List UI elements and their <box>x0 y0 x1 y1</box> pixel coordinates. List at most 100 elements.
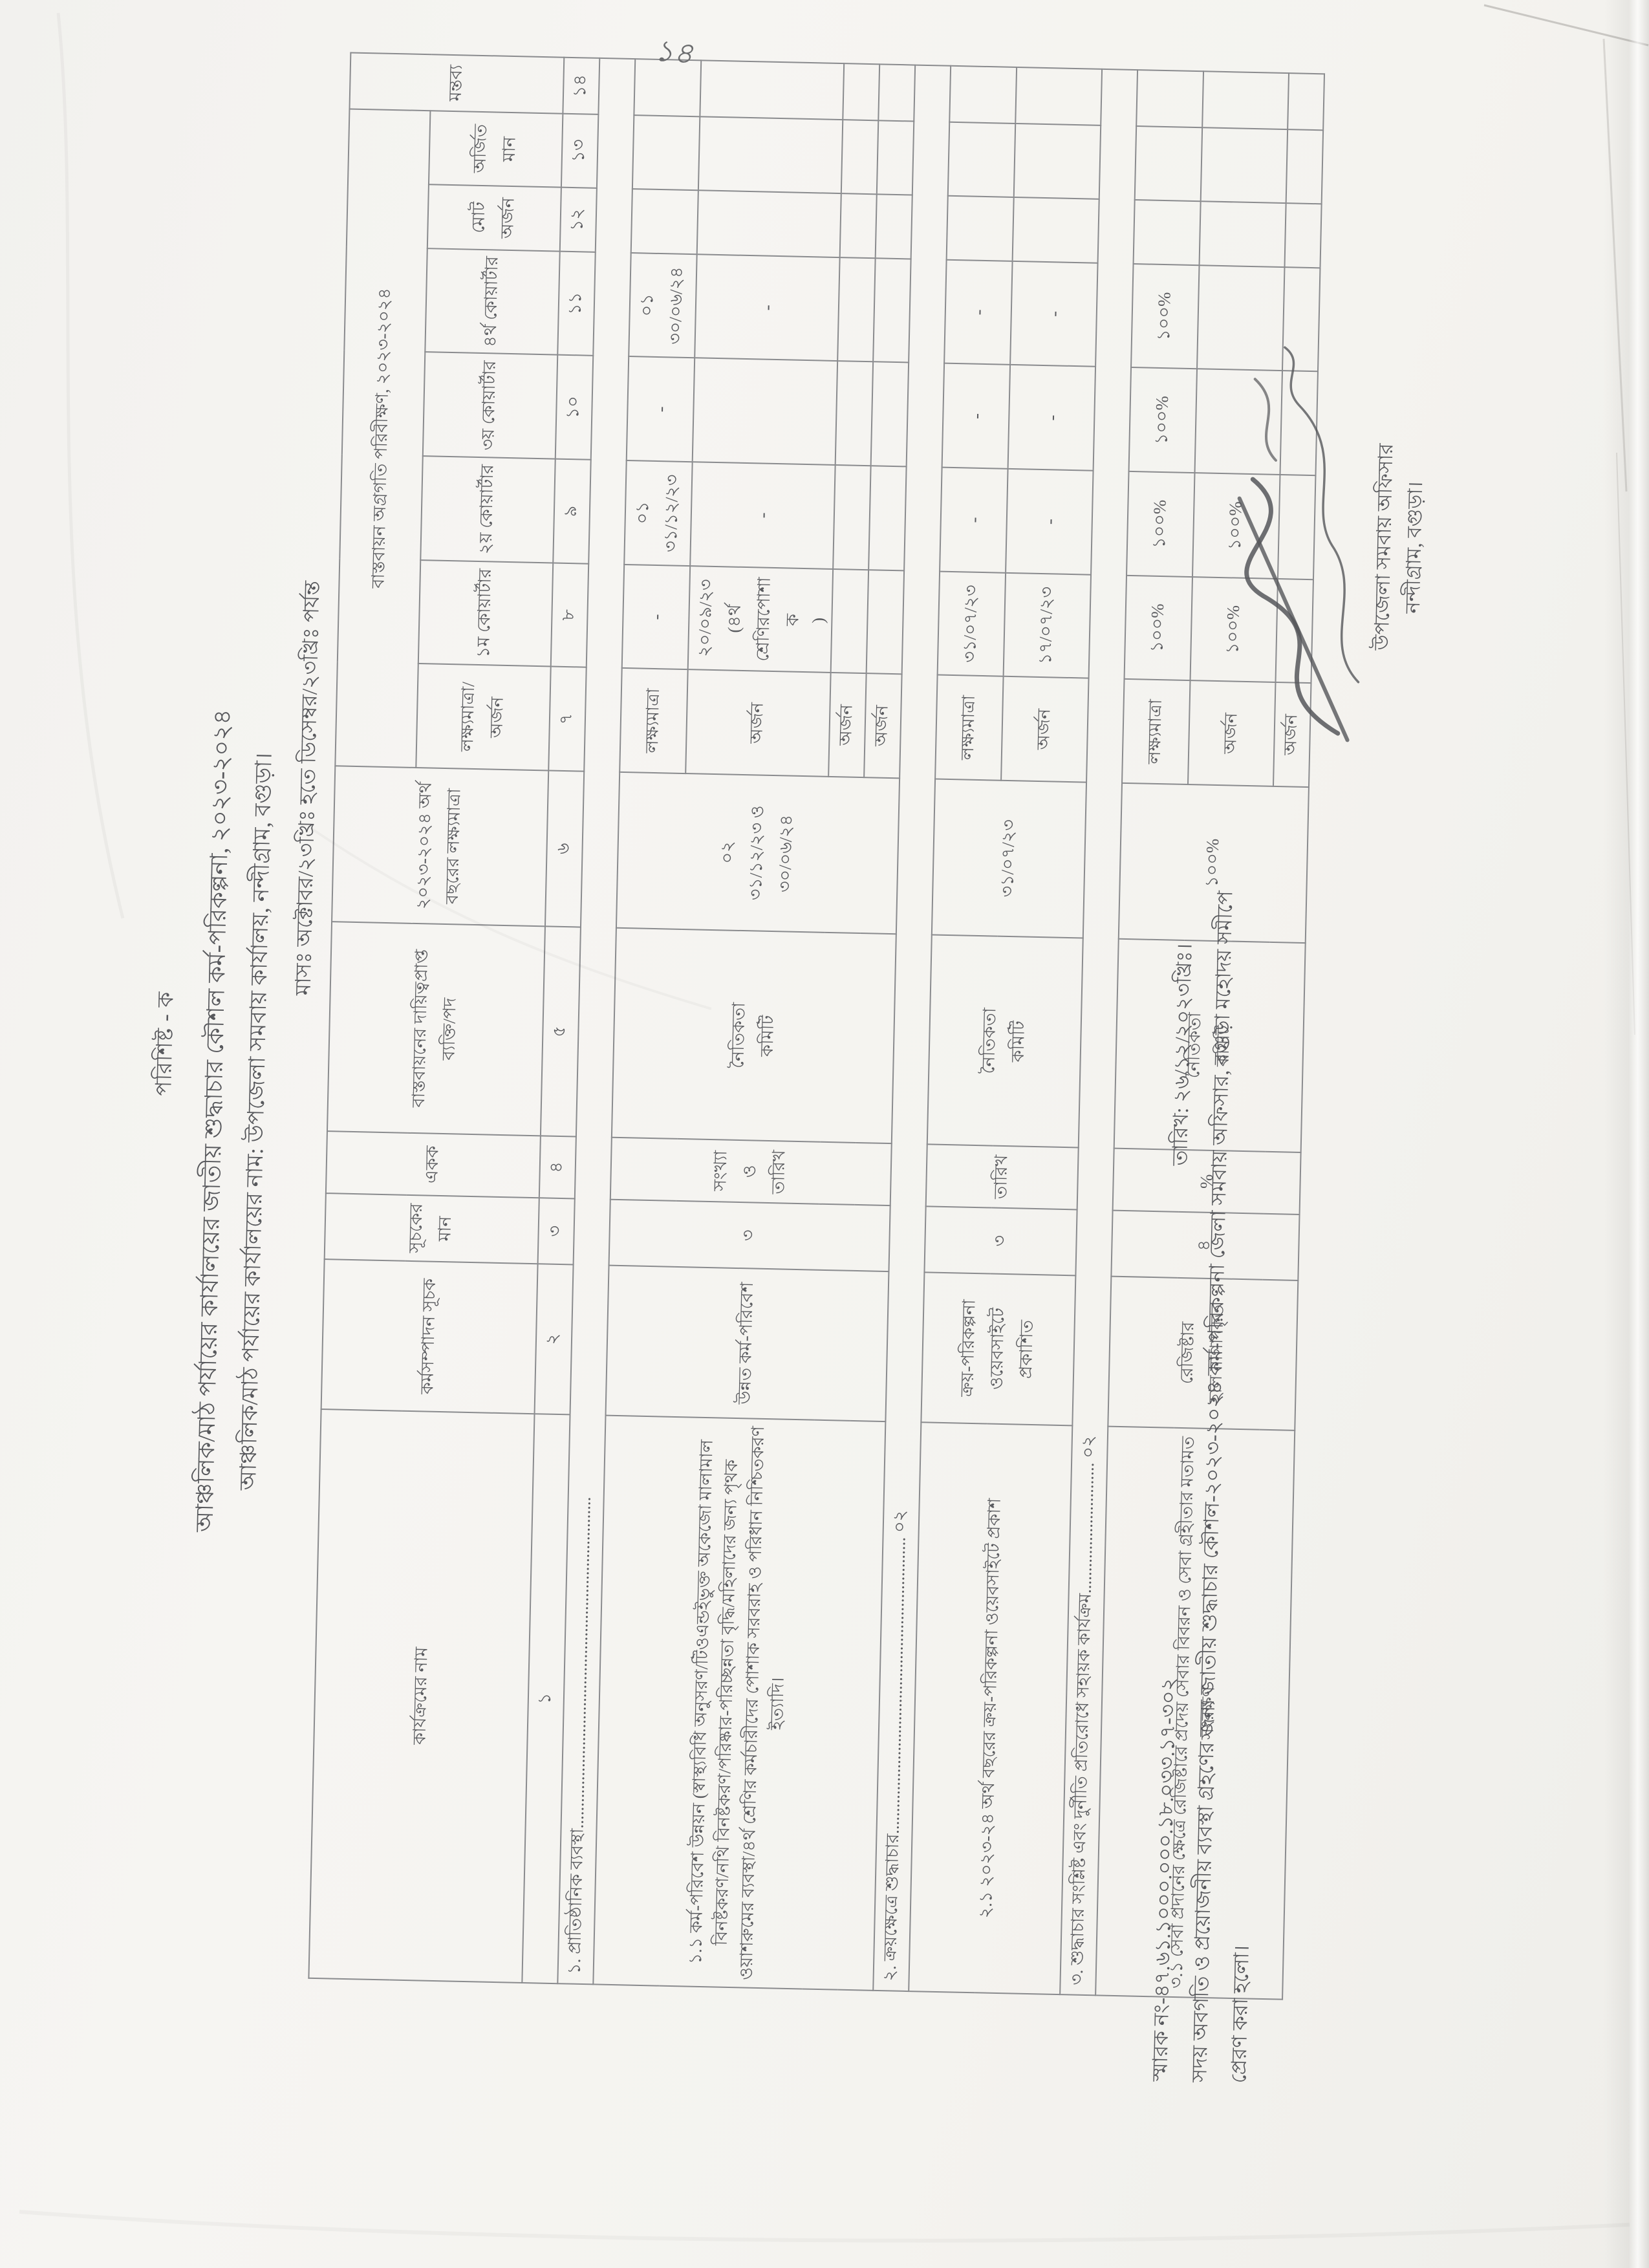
q4-cell: - <box>944 259 1013 365</box>
earned-value-cell <box>632 114 700 191</box>
target-achievement-label-cell: লক্ষ্যমাত্রা <box>620 668 688 773</box>
col-header-remarks: মন্তব্য <box>349 52 565 114</box>
col-header-unit: একক <box>325 1131 541 1198</box>
unit-cell: সংখ্যা ও তারিখ <box>610 1137 892 1206</box>
activity-cell: ১.১ কর্ম-পরিবেশ উন্নয়ন (স্বাস্থ্যবিধি অ… <box>593 1415 886 1991</box>
col-header-q2: ২য় কোয়ার্টার <box>420 456 555 563</box>
target-achievement-label-cell: অর্জন <box>1001 676 1089 783</box>
q3-cell: - <box>1008 365 1096 471</box>
q4-cell <box>873 258 911 363</box>
q3-cell <box>692 358 838 465</box>
remarks-cell <box>1202 71 1289 129</box>
q3-cell: - <box>942 363 1011 469</box>
remarks-cell <box>949 65 1017 124</box>
q3-cell: ১০০% <box>1128 367 1198 473</box>
total-achievement-cell <box>1133 199 1201 265</box>
column-number-cell: ১৩ <box>561 113 599 188</box>
q2-cell: - <box>690 462 835 569</box>
target-achievement-label-cell: লক্ষ্যমাত্রা <box>935 675 1004 781</box>
column-number-cell: ২ <box>534 1264 574 1414</box>
earned-value-cell <box>1013 123 1101 199</box>
indicator-value-cell: ৩ <box>924 1206 1077 1276</box>
q3-cell <box>870 362 909 467</box>
fy-target-cell: ৩১/০৭/২৩ <box>931 779 1087 938</box>
remarks-cell <box>1288 73 1325 130</box>
q2-cell: - <box>1006 468 1094 575</box>
signature-block: উপজেলা সমবায় অফিসার নন্দীগ্রাম, বগুড়া। <box>1208 317 1434 774</box>
memo-date: তারিখ: ২৬/১২/২০২৩খ্রিঃ। <box>1168 943 1196 1166</box>
q4-cell: - <box>695 254 840 362</box>
q1-cell: ৩১/০৭/২৩ <box>937 571 1006 676</box>
col-header-responsible: বাস্তবায়নের দায়িত্বপ্রাপ্ত ব্যক্তি/পদ <box>327 921 545 1136</box>
fy-target-cell: ০২ ৩১/১২/২৩ ও ৩০/০৬/২৪ <box>616 772 900 934</box>
total-achievement-cell <box>875 194 912 259</box>
earned-value-cell <box>841 119 879 195</box>
column-number-cell: ৩ <box>537 1198 575 1265</box>
earned-value-cell <box>1200 127 1288 203</box>
q2-cell: ১০০% <box>1126 471 1195 577</box>
col-header-monitoring: বাস্তবায়ন অগ্রগতি পরিবীক্ষণ, ২০২৩-২০২৪ <box>335 109 431 768</box>
earned-value-cell <box>1286 129 1324 204</box>
earned-value-cell <box>1134 125 1203 202</box>
unit-cell: তারিখ <box>925 1144 1079 1210</box>
indicator-cell: উন্নত কর্ম-পরিবেশ <box>605 1265 889 1421</box>
indicator-value-cell: ৩ <box>609 1199 890 1271</box>
reporting-period-line: মাসঃ অক্টোবর/২৩খ্রিঃ হতে ডিসেম্বর/২৩খ্রি… <box>292 580 325 996</box>
q2-cell <box>868 466 907 570</box>
total-achievement-cell <box>1199 201 1286 267</box>
target-achievement-label-cell: অর্জন <box>685 669 831 777</box>
column-number-cell: ১১ <box>557 251 596 356</box>
q1-cell: ২০/০৯/২৩ (৪র্থ শ্রেণিরপোশাক ) <box>687 565 834 673</box>
indicator-cell: ক্রয়-পরিকল্পনা ওয়েবসাইটে প্রকাশিত <box>921 1272 1076 1425</box>
column-number-cell: ৬ <box>544 770 585 927</box>
total-achievement-cell <box>696 190 841 257</box>
col-header-q3: ৩য় কোয়ার্টার <box>422 352 558 459</box>
col-header-q1: ১ম কোয়ার্টার <box>418 559 554 667</box>
q4-cell: - <box>1010 261 1098 367</box>
remarks-cell <box>1015 67 1103 125</box>
q1-cell: - <box>621 564 691 670</box>
q2-cell: - <box>940 467 1008 573</box>
col-header-earned-value: অর্জিত মান <box>428 110 563 188</box>
column-number-cell: ৯ <box>553 459 591 564</box>
column-number-cell: ১৪ <box>563 57 600 114</box>
q4-cell: ০১ ৩০/০৬/২৪ <box>629 252 697 358</box>
q4-cell: ১০০% <box>1131 263 1200 369</box>
q1-cell: ১৭/০৭/২৩ <box>1003 572 1092 678</box>
responsible-cell: নৈতিকতা কমিটি <box>611 927 896 1144</box>
col-header-target-achievement: লক্ষ্যমাত্রা/অর্জন <box>416 664 551 771</box>
col-header-indicator: কর্মসম্পাদন সূচক <box>321 1258 538 1414</box>
activity-cell: ২.১ ২০২৩-২৪ অর্থ বছরের ক্রয়-পরিকল্পনা ও… <box>909 1421 1073 1995</box>
total-achievement-cell <box>630 188 698 254</box>
col-header-q4: ৪র্থ কোয়ার্টার <box>425 248 560 355</box>
col-header-indicator-value: সূচকের মান <box>324 1193 539 1264</box>
handwritten-page-number: ১৪ <box>652 34 695 70</box>
col-header-activity: কার্যক্রমের নাম <box>308 1409 535 1983</box>
appendix-label: পরিশিষ্ট - ক <box>152 991 178 1096</box>
total-achievement-cell <box>1284 202 1322 268</box>
column-number-cell: ১০ <box>555 354 594 460</box>
column-number-cell: ৮ <box>550 563 589 667</box>
total-achievement-cell <box>1012 197 1099 263</box>
earned-value-cell <box>876 120 914 195</box>
q2-cell: ০১ ৩১/১২/২৩ <box>624 460 693 566</box>
column-number-cell: ৭ <box>548 666 587 772</box>
responsible-cell: নৈতিকতা কমিটি <box>927 934 1083 1148</box>
remarks-cell <box>1136 70 1204 127</box>
target-achievement-label-cell: অর্জন <box>828 673 867 777</box>
column-number-cell: ১২ <box>559 187 597 252</box>
remarks-cell <box>843 63 880 120</box>
q1-cell <box>830 568 869 674</box>
col-header-fy-target: ২০২৩-২০২৪ অর্থ বছরের লক্ষ্যমাত্রা <box>332 766 549 927</box>
col-header-total-achievement: মোট অর্জন <box>427 184 561 252</box>
total-achievement-cell <box>839 193 877 259</box>
column-number-cell: ৪ <box>539 1136 576 1199</box>
q1-cell <box>866 569 905 675</box>
remarks-cell <box>700 60 845 120</box>
signature-scribble <box>1237 346 1360 742</box>
q2-cell <box>833 464 871 570</box>
target-achievement-label-cell: অর্জন <box>864 673 902 779</box>
